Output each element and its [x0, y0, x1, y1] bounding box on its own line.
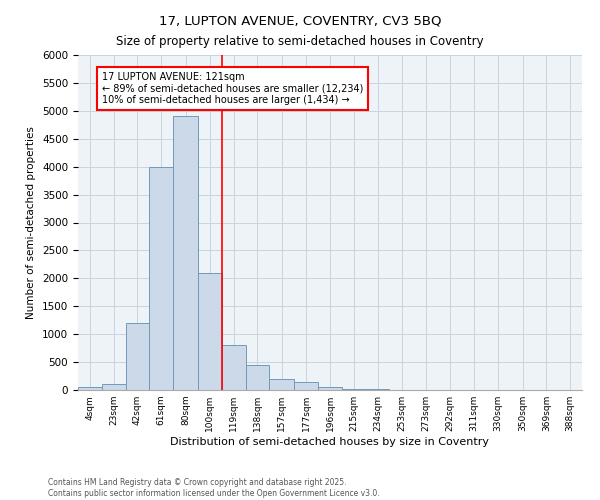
- Bar: [318, 387, 342, 390]
- Bar: [102, 384, 125, 390]
- Text: 17, LUPTON AVENUE, COVENTRY, CV3 5BQ: 17, LUPTON AVENUE, COVENTRY, CV3 5BQ: [159, 15, 441, 28]
- Text: Size of property relative to semi-detached houses in Coventry: Size of property relative to semi-detach…: [116, 35, 484, 48]
- Bar: [125, 323, 149, 390]
- Bar: [173, 116, 198, 390]
- Bar: [245, 365, 269, 390]
- Bar: [78, 387, 102, 390]
- Bar: [295, 382, 318, 390]
- Text: 17 LUPTON AVENUE: 121sqm
← 89% of semi-detached houses are smaller (12,234)
10% : 17 LUPTON AVENUE: 121sqm ← 89% of semi-d…: [102, 72, 363, 105]
- Bar: [222, 346, 245, 390]
- Bar: [149, 166, 173, 390]
- Bar: [342, 388, 365, 390]
- Bar: [365, 389, 389, 390]
- X-axis label: Distribution of semi-detached houses by size in Coventry: Distribution of semi-detached houses by …: [170, 437, 490, 447]
- Bar: [269, 379, 295, 390]
- Y-axis label: Number of semi-detached properties: Number of semi-detached properties: [26, 126, 37, 319]
- Bar: [198, 273, 222, 390]
- Text: Contains HM Land Registry data © Crown copyright and database right 2025.
Contai: Contains HM Land Registry data © Crown c…: [48, 478, 380, 498]
